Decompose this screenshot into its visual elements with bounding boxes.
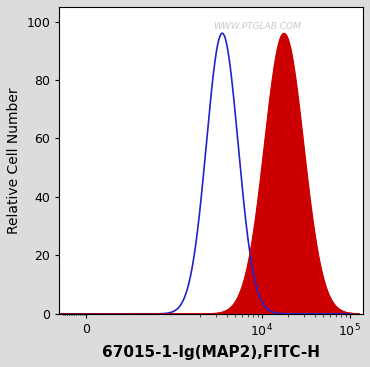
Y-axis label: Relative Cell Number: Relative Cell Number [7, 87, 21, 234]
Text: WWW.PTGLAB.COM: WWW.PTGLAB.COM [213, 22, 301, 31]
X-axis label: 67015-1-Ig(MAP2),FITC-H: 67015-1-Ig(MAP2),FITC-H [102, 345, 320, 360]
